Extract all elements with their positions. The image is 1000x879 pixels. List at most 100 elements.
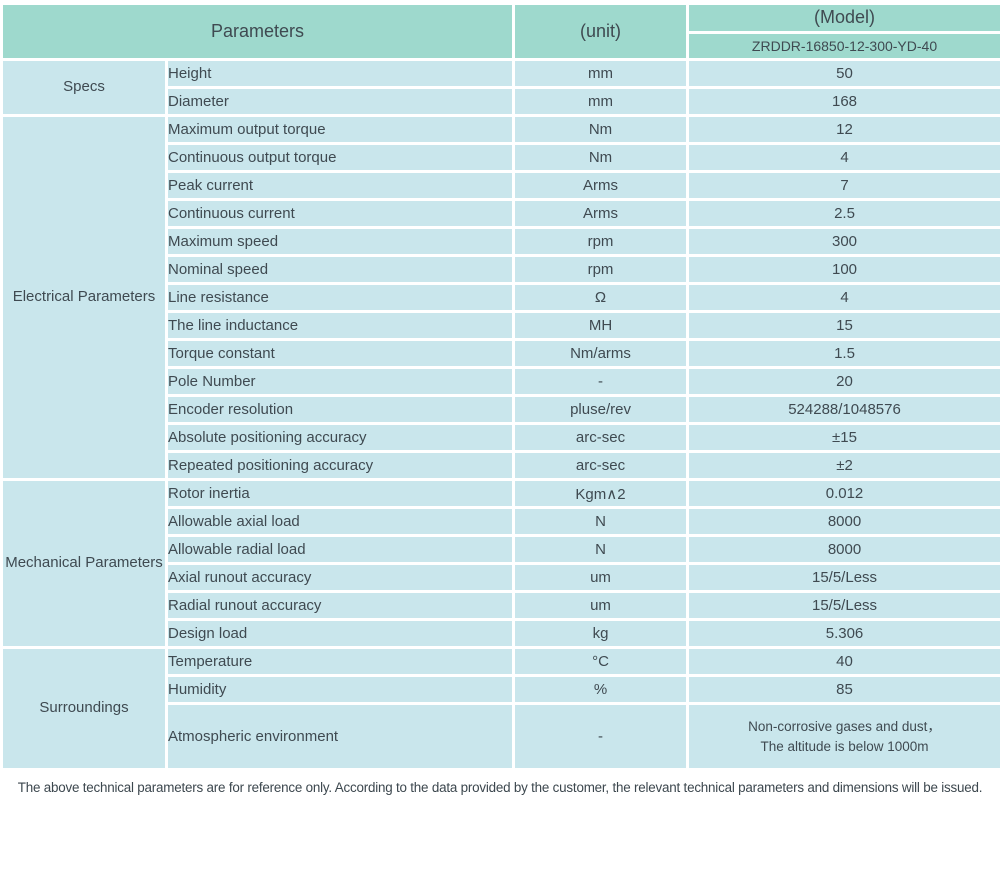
unit-cell: rpm bbox=[512, 254, 690, 285]
param-cell: Allowable axial load bbox=[164, 506, 516, 537]
param-cell: Humidity bbox=[164, 674, 516, 705]
table-row: Continuous current Arms 2.5 bbox=[2, 198, 1000, 229]
unit-cell: Kgm∧2 bbox=[512, 478, 690, 509]
param-cell: Axial runout accuracy bbox=[164, 562, 516, 593]
table-row: Mechanical Parameters Rotor inertia Kgm∧… bbox=[0, 478, 1000, 649]
unit-cell: um bbox=[512, 562, 690, 593]
table-row: Diameter mm 168 bbox=[2, 86, 1000, 117]
unit-cell: mm bbox=[512, 86, 690, 117]
value-cell: 300 bbox=[686, 226, 1000, 257]
table-row: Continuous output torque Nm 4 bbox=[2, 142, 1000, 173]
unit-cell: kg bbox=[512, 618, 690, 649]
value-cell: 168 bbox=[686, 86, 1000, 117]
unit-cell: N bbox=[512, 506, 690, 537]
section-label-specs: Specs bbox=[0, 58, 168, 117]
unit-header: (unit) bbox=[512, 2, 690, 61]
unit-cell: N bbox=[512, 534, 690, 565]
param-cell: Nominal speed bbox=[164, 254, 516, 285]
table-row: Humidity % 85 bbox=[2, 674, 1000, 705]
table-row: Allowable axial load N 8000 bbox=[2, 506, 1000, 537]
model-number: ZRDDR-16850-12-300-YD-40 bbox=[686, 30, 1000, 62]
param-cell: The line inductance bbox=[164, 310, 516, 341]
value-cell: 7 bbox=[686, 170, 1000, 201]
value-cell: 2.5 bbox=[686, 198, 1000, 229]
table-row: Peak current Arms 7 bbox=[2, 170, 1000, 201]
param-cell: Maximum output torque bbox=[164, 114, 516, 145]
value-cell: 15 bbox=[686, 310, 1000, 341]
table-row: Maximum speed rpm 300 bbox=[2, 226, 1000, 257]
parameters-header: Parameters bbox=[0, 2, 516, 61]
section-label-electrical: Electrical Parameters bbox=[0, 114, 168, 481]
param-cell: Peak current bbox=[164, 170, 516, 201]
param-cell: Rotor inertia bbox=[164, 478, 516, 509]
table-row: Design load kg 5.306 bbox=[2, 618, 1000, 649]
value-cell: 524288/1048576 bbox=[686, 394, 1000, 425]
param-cell: Maximum speed bbox=[164, 226, 516, 257]
table-row: Torque constant Nm/arms 1.5 bbox=[2, 338, 1000, 369]
header-row-2: ZRDDR-16850-12-300-YD-40 bbox=[2, 30, 1000, 62]
table-row: Radial runout accuracy um 15/5/Less bbox=[2, 590, 1000, 621]
unit-cell: Nm bbox=[512, 142, 690, 173]
table-row: Nominal speed rpm 100 bbox=[2, 254, 1000, 285]
param-cell: Atmospheric environment bbox=[164, 702, 516, 771]
header-row-1: Parameters (unit) (Model) bbox=[0, 2, 1000, 61]
table-row: Pole Number - 20 bbox=[2, 366, 1000, 397]
value-cell: 85 bbox=[686, 674, 1000, 705]
unit-cell: arc-sec bbox=[512, 450, 690, 481]
param-cell: Allowable radial load bbox=[164, 534, 516, 565]
value-cell: 1.5 bbox=[686, 338, 1000, 369]
table-row: Axial runout accuracy um 15/5/Less bbox=[2, 562, 1000, 593]
unit-cell: MH bbox=[512, 310, 690, 341]
table-row: Encoder resolution pluse/rev 524288/1048… bbox=[2, 394, 1000, 425]
value-cell: 8000 bbox=[686, 506, 1000, 537]
param-cell: Pole Number bbox=[164, 366, 516, 397]
model-header: (Model) bbox=[686, 2, 1000, 34]
param-cell: Height bbox=[164, 58, 516, 89]
unit-cell: - bbox=[512, 702, 690, 771]
table-row: Absolute positioning accuracy arc-sec ±1… bbox=[2, 422, 1000, 453]
param-cell: Design load bbox=[164, 618, 516, 649]
param-cell: Continuous current bbox=[164, 198, 516, 229]
table-row: Surroundings Temperature °C 40 bbox=[0, 646, 1000, 771]
param-cell: Radial runout accuracy bbox=[164, 590, 516, 621]
value-cell: Non-corrosive gases and dust， The altitu… bbox=[686, 702, 1000, 771]
table-row: Specs Height mm 50 bbox=[0, 58, 1000, 117]
section-label-surroundings: Surroundings bbox=[0, 646, 168, 771]
table-row: Atmospheric environment - Non-corrosive … bbox=[2, 702, 1000, 771]
param-cell: Repeated positioning accuracy bbox=[164, 450, 516, 481]
table-row: Line resistance Ω 4 bbox=[2, 282, 1000, 313]
unit-cell: Arms bbox=[512, 198, 690, 229]
unit-cell: % bbox=[512, 674, 690, 705]
param-cell: Diameter bbox=[164, 86, 516, 117]
param-cell: Line resistance bbox=[164, 282, 516, 313]
value-cell: 0.012 bbox=[686, 478, 1000, 509]
param-cell: Continuous output torque bbox=[164, 142, 516, 173]
unit-cell: Arms bbox=[512, 170, 690, 201]
unit-cell: - bbox=[512, 366, 690, 397]
param-cell: Absolute positioning accuracy bbox=[164, 422, 516, 453]
table-row: Electrical Parameters Maximum output tor… bbox=[0, 114, 1000, 481]
value-cell: 100 bbox=[686, 254, 1000, 285]
unit-cell: Nm bbox=[512, 114, 690, 145]
table-row: Allowable radial load N 8000 bbox=[2, 534, 1000, 565]
unit-cell: mm bbox=[512, 58, 690, 89]
value-cell: ±15 bbox=[686, 422, 1000, 453]
value-cell: 8000 bbox=[686, 534, 1000, 565]
value-cell: 20 bbox=[686, 366, 1000, 397]
value-cell: 15/5/Less bbox=[686, 562, 1000, 593]
unit-cell: Ω bbox=[512, 282, 690, 313]
param-cell: Torque constant bbox=[164, 338, 516, 369]
footer-note: The above technical parameters are for r… bbox=[17, 780, 983, 795]
value-cell: 40 bbox=[686, 646, 1000, 677]
value-cell: 15/5/Less bbox=[686, 590, 1000, 621]
unit-cell: rpm bbox=[512, 226, 690, 257]
value-cell: 4 bbox=[686, 142, 1000, 173]
param-cell: Temperature bbox=[164, 646, 516, 677]
value-cell: 4 bbox=[686, 282, 1000, 313]
value-cell: 5.306 bbox=[686, 618, 1000, 649]
unit-cell: pluse/rev bbox=[512, 394, 690, 425]
table-row: The line inductance MH 15 bbox=[2, 310, 1000, 341]
value-cell: 12 bbox=[686, 114, 1000, 145]
specifications-table: Parameters (unit) (Model) ZRDDR-16850-12… bbox=[0, 2, 1000, 771]
section-label-mechanical: Mechanical Parameters bbox=[0, 478, 168, 649]
